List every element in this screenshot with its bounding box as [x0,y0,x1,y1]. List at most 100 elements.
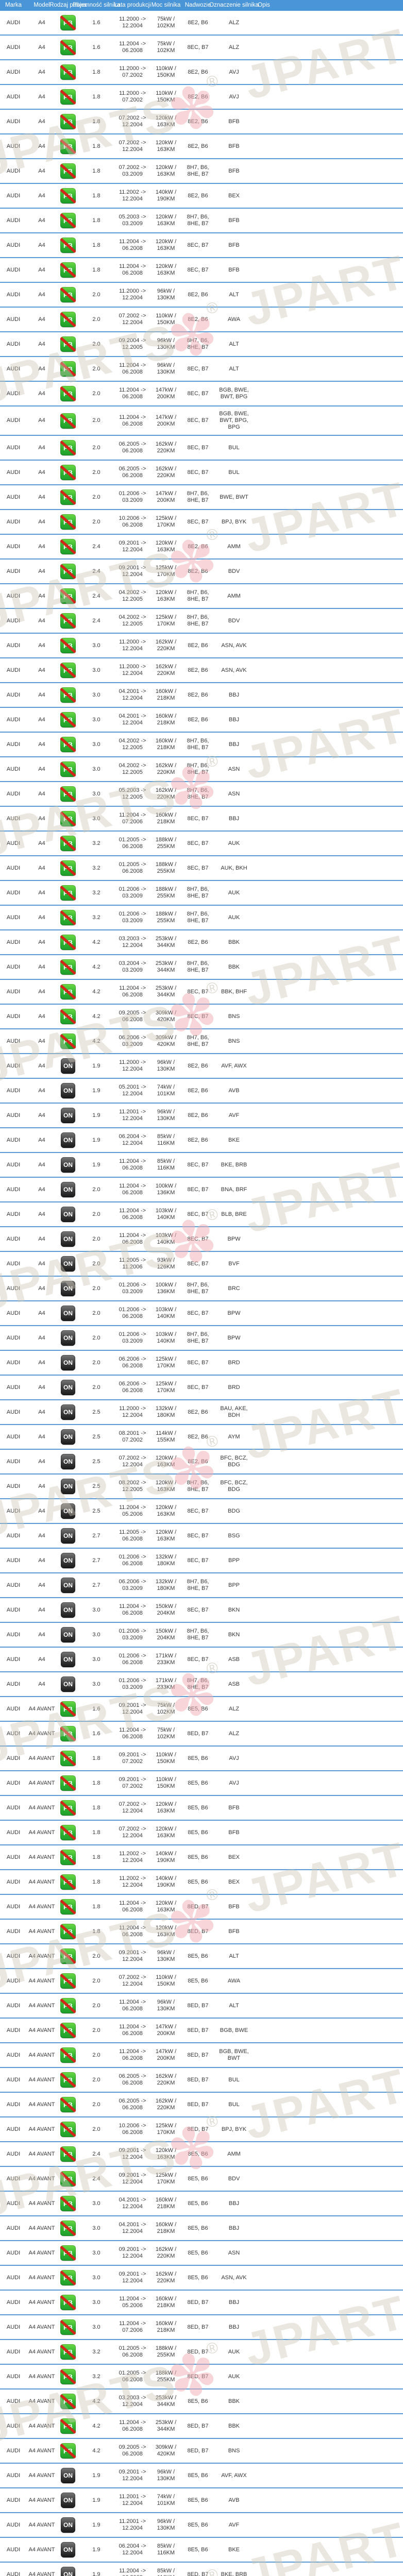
cell-opis [253,1087,275,1095]
cell-marka: AUDI [6,2002,21,2009]
petrol-icon: PB [60,1899,76,1915]
cell-pojemnosc: 1.9 [92,2571,100,2576]
table-row: AUDI A4 PB 1.8 07.2002 -> 03.2009 120kW … [0,159,403,184]
cell-lata: 09.2001 -> 12.2004 [119,2246,146,2259]
petrol-icon: PB [60,89,76,105]
cell-model: A4 [38,691,45,698]
cell-lata: 11.2004 -> 06.2008 [119,414,146,427]
cell-pojemnosc: 2.7 [92,1557,100,1564]
cell-filler [275,1952,403,1960]
cell-paliwo: PB [57,2414,79,2438]
cell-oznaczenie: ASN, AVK [221,642,247,649]
cell-opis [253,2274,275,2282]
cell-model: A4 [38,1557,45,1564]
cell-oznaczenie: BFB [228,1829,240,1836]
cell-marka: AUDI [6,44,21,50]
cell-paliwo: ON [57,1475,79,1498]
cell-opis [253,740,275,749]
cell-opis [253,1853,275,1861]
cell-model: A4 AVANT [28,1953,55,1959]
no-petrol-slash-icon [60,2023,76,2039]
cell-nadwozie: 8E2, B6 [188,691,208,698]
cell-pojemnosc: 1.8 [92,1854,100,1860]
diesel-icon: ON [61,1627,75,1642]
cell-pojemnosc: 3.0 [92,691,100,698]
cell-paliwo: PB [57,60,79,84]
cell-moc: 171kW / 233KM [155,1677,177,1690]
cell-opis [253,19,275,27]
cell-marka: AUDI [6,1137,21,1143]
cell-pojemnosc: 2.0 [92,2002,100,2009]
table-row: AUDI A4 AVANT PB 1.6 09.2001 -> 12.2004 … [0,1697,403,1722]
no-petrol-slash-icon [60,638,76,654]
cell-marka: AUDI [6,766,21,772]
cell-moc: 120kW / 163KM [155,1801,177,1814]
cell-marka: AUDI [6,617,21,624]
no-petrol-slash-icon [60,2047,76,2063]
cell-opis [253,518,275,526]
cell-nadwozie: 8E5, B6 [188,2249,208,2256]
cell-pojemnosc: 1.8 [92,1804,100,1811]
cell-filler [275,691,403,699]
cell-filler [275,417,403,425]
cell-model: A4 [38,1211,45,1217]
cell-model: A4 [38,118,45,125]
cell-moc: 75kW / 102KM [157,1702,175,1715]
cell-filler [275,815,403,823]
table-row: AUDI A4 ON 3.0 01.2006 -> 06.2008 171kW … [0,1648,403,1672]
cell-moc: 100kW / 136KM [155,1282,177,1295]
no-petrol-slash-icon [60,2270,76,2286]
petrol-icon: PB [60,811,76,827]
cell-nadwozie: 8H7, B6, 8HE, B7 [187,1331,209,1344]
cell-pojemnosc: 3.0 [92,2225,100,2231]
cell-filler [275,2348,403,2356]
petrol-icon: PB [60,638,76,654]
cell-model: A4 AVANT [28,1780,55,1786]
cell-moc: 103kW / 140KM [155,1331,177,1344]
cell-lata: 03.2004 -> 03.2009 [119,960,146,973]
cell-moc: 125kW / 170KM [155,515,177,528]
table-row: AUDI A4 ON 2.0 06.2006 -> 06.2008 125kW … [0,1351,403,1376]
cell-oznaczenie: AVF, AWX [221,2472,247,2479]
cell-filler [275,518,403,526]
cell-oznaczenie: ALZ [228,19,240,26]
table-row: AUDI A4 AVANT PB 3.0 11.2004 -> 05.2006 … [0,2291,403,2315]
cell-marka: AUDI [6,1112,21,1118]
cell-marka: AUDI [6,1211,21,1217]
cell-moc: 160kW / 218KM [155,2296,177,2309]
cell-lata: 11.2004 -> 06.2008 [119,1158,146,1171]
cell-pojemnosc: 1.9 [92,1137,100,1143]
cell-oznaczenie: AVJ [229,1780,239,1786]
cell-paliwo: ON [57,1202,79,1226]
cell-filler [275,839,403,848]
cell-pojemnosc: 2.0 [92,1260,100,1267]
cell-lata: 06.2006 -> 06.2008 [119,1381,146,1394]
cell-opis [253,1680,275,1688]
cell-lata: 11.2004 -> 06.2008 [119,1208,146,1221]
column-header-nadwozie: Nadwozie [184,2,211,8]
table-row: AUDI A4 AVANT PB 2.0 11.2004 -> 06.2008 … [0,2043,403,2068]
cell-opis [253,2125,275,2133]
cell-nadwozie: 8H7, B6, 8HE, B7 [187,589,209,602]
cell-model: A4 [38,1532,45,1539]
cell-pojemnosc: 3.0 [92,1656,100,1663]
cell-lata: 07.2002 -> 12.2004 [119,1455,146,1468]
table-row: AUDI A4 PB 2.0 11.2004 -> 06.2008 96kW /… [0,357,403,382]
cell-pojemnosc: 2.0 [92,469,100,476]
cell-oznaczenie: BPP [228,1557,240,1564]
no-petrol-slash-icon [60,2072,76,2088]
cell-marka: AUDI [6,291,21,298]
cell-lata: 11.2000 -> 12.2004 [119,664,146,676]
cell-marka: AUDI [6,341,21,347]
cell-lata: 11.2004 -> 07.2006 [119,2320,146,2333]
cell-opis [253,1730,275,1738]
cell-nadwozie: 8H7, B6, 8HE, B7 [187,960,209,973]
cell-nadwozie: 8ED, B7 [187,2101,209,2108]
no-petrol-slash-icon [60,1874,76,1890]
cell-model: A4 [38,1631,45,1638]
cell-opis [253,765,275,773]
cell-opis [253,1458,275,1466]
table-row: AUDI A4 ON 1.9 11.2004 -> 06.2008 85kW /… [0,1153,403,1178]
petrol-icon: PB [60,1751,76,1767]
cell-oznaczenie: BBK, BHF [221,988,247,995]
